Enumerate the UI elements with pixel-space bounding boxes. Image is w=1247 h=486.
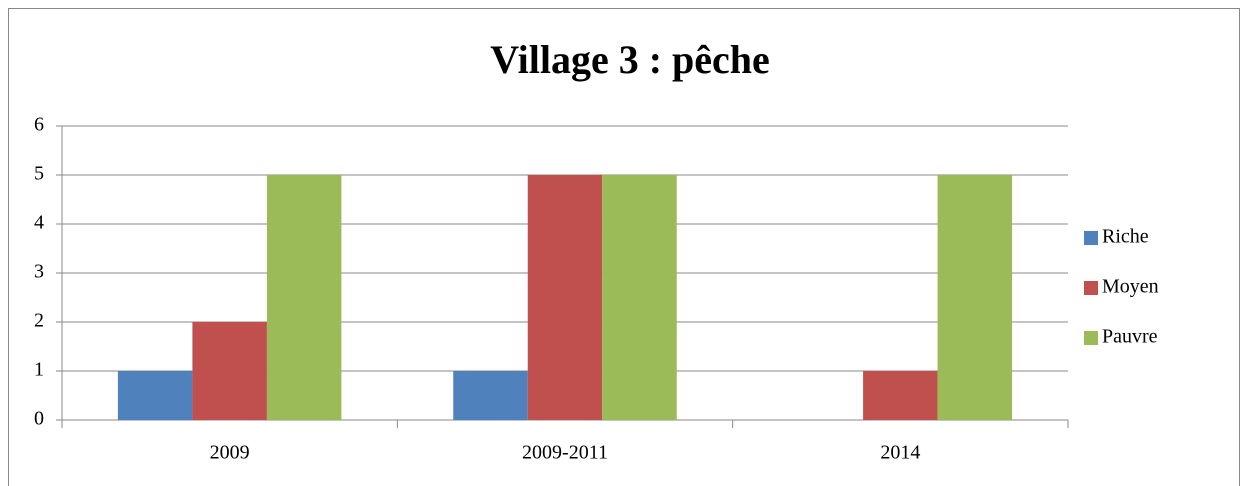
legend-label: Moyen: [1102, 276, 1159, 298]
bar: [937, 175, 1013, 420]
legend-swatch: [1084, 231, 1098, 245]
legend-swatch: [1084, 281, 1098, 295]
bar: [602, 175, 677, 420]
x-tick-label: 2014: [880, 442, 920, 464]
y-tick-label: 3: [34, 261, 44, 283]
bar: [453, 371, 528, 420]
chart-title: Village 3 : pêche: [490, 37, 770, 82]
y-tick-label: 0: [34, 408, 44, 430]
bar: [266, 175, 342, 420]
x-tick-label: 2009: [210, 442, 250, 464]
legend-label: Riche: [1102, 226, 1149, 248]
y-tick-label: 2: [34, 310, 44, 332]
chart-border: [8, 8, 1240, 486]
y-tick-label: 4: [34, 212, 44, 234]
bar: [863, 371, 938, 420]
y-tick-label: 1: [34, 359, 44, 381]
bar: [527, 175, 603, 420]
legend-swatch: [1084, 331, 1098, 345]
bar: [192, 322, 267, 420]
bar: [117, 371, 193, 420]
y-tick-label: 6: [34, 114, 44, 136]
legend-label: Pauvre: [1102, 326, 1158, 348]
y-tick-label: 5: [34, 163, 44, 185]
x-tick-label: 2009-2011: [522, 442, 608, 464]
